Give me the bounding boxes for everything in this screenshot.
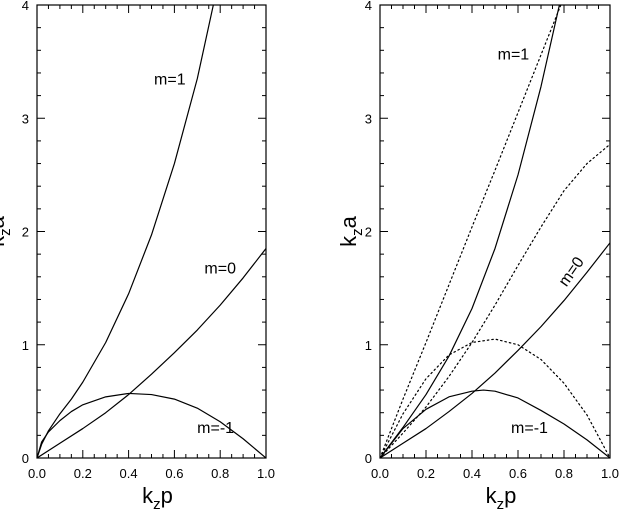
curve-1 (380, 242, 610, 458)
curve-2 (37, 392, 266, 458)
curve-label: m=-1 (511, 420, 548, 437)
curve-1 (37, 247, 266, 458)
y-axis-label: kza (0, 215, 14, 247)
x-axis-label: kzp (142, 483, 173, 510)
x-tick-label: 0.0 (28, 466, 46, 481)
x-tick-label: 0.6 (165, 466, 183, 481)
left-panel: 0.0 0.2 0.4 0.6 0.8 1.0 0 1 2 3 4 kzp kza m=1 m=0 m=-1 (0, 0, 275, 510)
x-tick-label: 0.2 (417, 466, 435, 481)
x-tick-label: 0.8 (555, 466, 573, 481)
y-tick-label: 4 (365, 0, 372, 13)
curve-label: m=1 (498, 46, 530, 63)
plot-frame (36, 4, 267, 459)
curve-label: m=-1 (197, 420, 234, 437)
curve-2 (380, 389, 610, 458)
x-tick-label: 0.8 (211, 466, 229, 481)
right-panel: 0.0 0.2 0.4 0.6 0.8 1.0 0 1 2 3 4 kzp kza m=1 m=0 m=-1 (336, 0, 619, 510)
y-tick-label: 0 (22, 451, 29, 466)
curve-label: m=0 (556, 254, 588, 290)
x-tick-label: 0.6 (509, 466, 527, 481)
x-tick-label: 0.4 (463, 466, 481, 481)
y-axis-label: kza (336, 215, 366, 247)
y-tick-label: 2 (365, 225, 372, 240)
dotted-curve-3 (380, 5, 562, 458)
curve-0 (380, 5, 561, 458)
x-tick-label: 0.2 (74, 466, 92, 481)
curve-label: m=1 (154, 71, 186, 88)
x-tick-label: 1.0 (257, 466, 275, 481)
x-tick-label: 0.0 (371, 466, 389, 481)
y-tick-label: 3 (22, 111, 29, 126)
x-axis-label: kzp (486, 483, 517, 510)
y-tick-label: 2 (22, 225, 29, 240)
x-tick-label: 0.4 (120, 466, 138, 481)
dotted-curve-5 (380, 338, 610, 458)
curve-0 (37, 5, 214, 458)
curve-label: m=0 (204, 260, 236, 277)
x-tick-label: 1.0 (601, 466, 619, 481)
plot-frame (379, 4, 611, 459)
y-tick-label: 1 (365, 338, 372, 353)
y-tick-label: 0 (365, 451, 372, 466)
y-tick-label: 4 (22, 0, 29, 13)
y-tick-label: 1 (22, 338, 29, 353)
y-tick-label: 3 (365, 111, 372, 126)
dotted-curve-4 (380, 143, 610, 458)
